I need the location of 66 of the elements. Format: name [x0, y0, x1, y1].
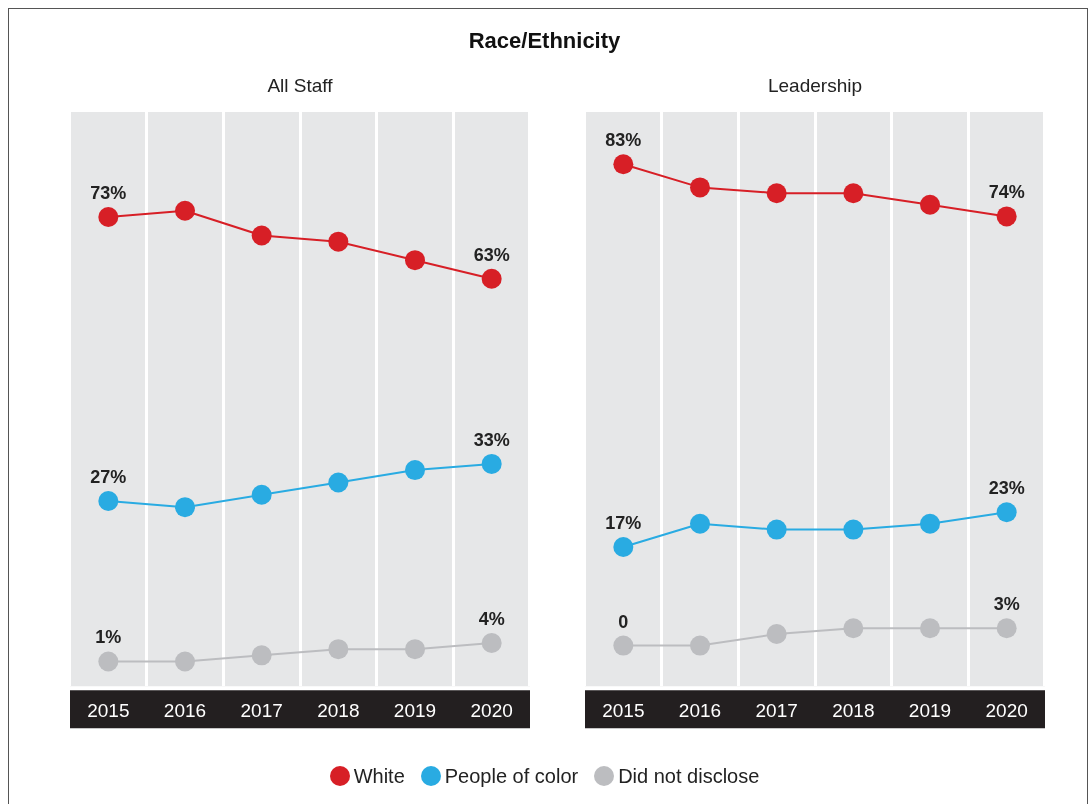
point [613, 154, 634, 175]
x-tick-label: 2016 [163, 699, 207, 721]
data-label: 83% [605, 130, 642, 151]
point [996, 206, 1017, 227]
x-tick-label: 2016 [678, 699, 722, 721]
point [175, 200, 195, 221]
point [98, 206, 119, 227]
point [328, 639, 349, 660]
point [98, 490, 119, 511]
x-tick-label: 2020 [985, 699, 1028, 721]
data-label: 73% [90, 182, 127, 203]
point [405, 460, 425, 481]
point [251, 225, 272, 246]
point [328, 231, 349, 252]
point [843, 183, 864, 204]
point [481, 453, 502, 474]
x-tick-label: 2015 [602, 699, 645, 721]
data-label: 74% [988, 182, 1025, 203]
point [251, 484, 272, 505]
x-tick-label: 2018 [317, 699, 360, 721]
chart-title: Race/Ethnicity [467, 28, 622, 54]
point [613, 537, 634, 557]
data-label: 63% [473, 244, 510, 265]
legend-label: White [353, 765, 405, 787]
point [766, 624, 787, 644]
point [996, 618, 1017, 639]
point [613, 635, 634, 656]
point [251, 645, 272, 666]
point [766, 519, 787, 540]
point [690, 635, 710, 656]
point [175, 497, 195, 518]
data-label: 4% [478, 608, 505, 629]
point [481, 268, 502, 289]
data-label: 33% [473, 429, 510, 450]
point [98, 651, 119, 672]
data-label: 1% [95, 627, 122, 648]
x-tick-label: 2017 [240, 699, 283, 721]
point [175, 651, 195, 672]
x-tick-label: 2019 [908, 699, 952, 721]
legend-label: People of color [444, 765, 579, 787]
point [843, 519, 864, 540]
point [920, 513, 940, 534]
chart-subtitle: Leadership [767, 74, 863, 98]
x-tick-label: 2019 [393, 699, 437, 721]
point [920, 194, 940, 215]
point [920, 618, 940, 639]
point [690, 177, 710, 198]
point [766, 183, 787, 204]
data-label: 17% [605, 512, 642, 533]
point [328, 472, 349, 493]
x-tick-label: 2020 [470, 699, 513, 721]
chart-subtitle: All Staff [266, 74, 334, 98]
x-tick-label: 2015 [87, 699, 130, 721]
data-label: 27% [90, 466, 127, 487]
point [843, 618, 864, 639]
point [405, 639, 425, 660]
data-label: 3% [993, 594, 1020, 615]
point [481, 632, 502, 653]
data-label: 23% [988, 478, 1025, 499]
x-tick-label: 2018 [832, 699, 875, 721]
data-label: 0 [618, 611, 629, 632]
point [690, 513, 710, 534]
point [405, 250, 425, 271]
point [996, 502, 1017, 523]
x-tick-label: 2017 [755, 699, 798, 721]
legend-label: Did not disclose [618, 765, 760, 787]
